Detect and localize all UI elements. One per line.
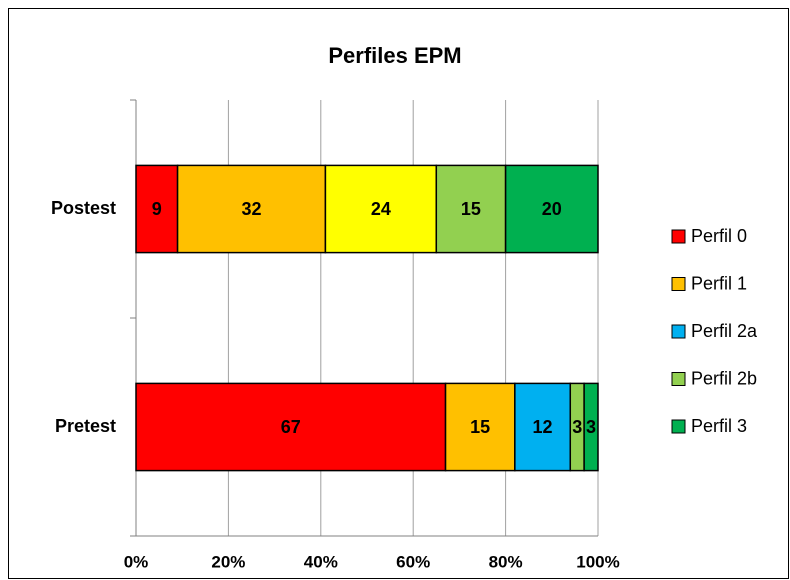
x-tick-label: 20% [211, 552, 245, 571]
legend-label: Perfil 2a [691, 321, 758, 341]
bar-segment [135, 382, 447, 472]
legend-swatch [671, 419, 686, 434]
data-label: 3 [586, 417, 596, 437]
data-label: 3 [572, 417, 582, 437]
bar-segment [504, 164, 599, 254]
data-label: 32 [241, 199, 261, 219]
legend-swatch [671, 277, 686, 291]
bar-segment [435, 164, 507, 254]
x-tick-label: 0% [124, 552, 149, 571]
data-label: 24 [371, 199, 391, 219]
legend-swatch [671, 229, 686, 244]
data-label: 20 [542, 199, 562, 219]
legend-label: Perfil 1 [691, 273, 747, 293]
data-label: 15 [461, 199, 481, 219]
legend-swatch [671, 324, 686, 339]
legend-swatch [671, 372, 686, 386]
bar-segment [583, 382, 599, 472]
y-tick-label: Pretest [55, 416, 116, 436]
legend-label: Perfil 3 [691, 416, 747, 436]
bar-segment [444, 382, 516, 472]
x-tick-label: 60% [396, 552, 430, 571]
chart-frame [8, 8, 789, 579]
x-tick-label: 40% [304, 552, 338, 571]
data-label: 67 [281, 417, 301, 437]
bar-segment [324, 164, 438, 254]
legend-label: Perfil 0 [691, 226, 747, 246]
data-label: 15 [470, 417, 490, 437]
x-tick-label: 80% [489, 552, 523, 571]
y-tick-label: Postest [51, 198, 116, 218]
chart-title: Perfiles EPM [328, 43, 461, 68]
x-tick-label: 100% [576, 552, 619, 571]
legend-label: Perfil 2b [691, 368, 757, 388]
data-label: 9 [152, 199, 162, 219]
data-label: 12 [533, 417, 553, 437]
